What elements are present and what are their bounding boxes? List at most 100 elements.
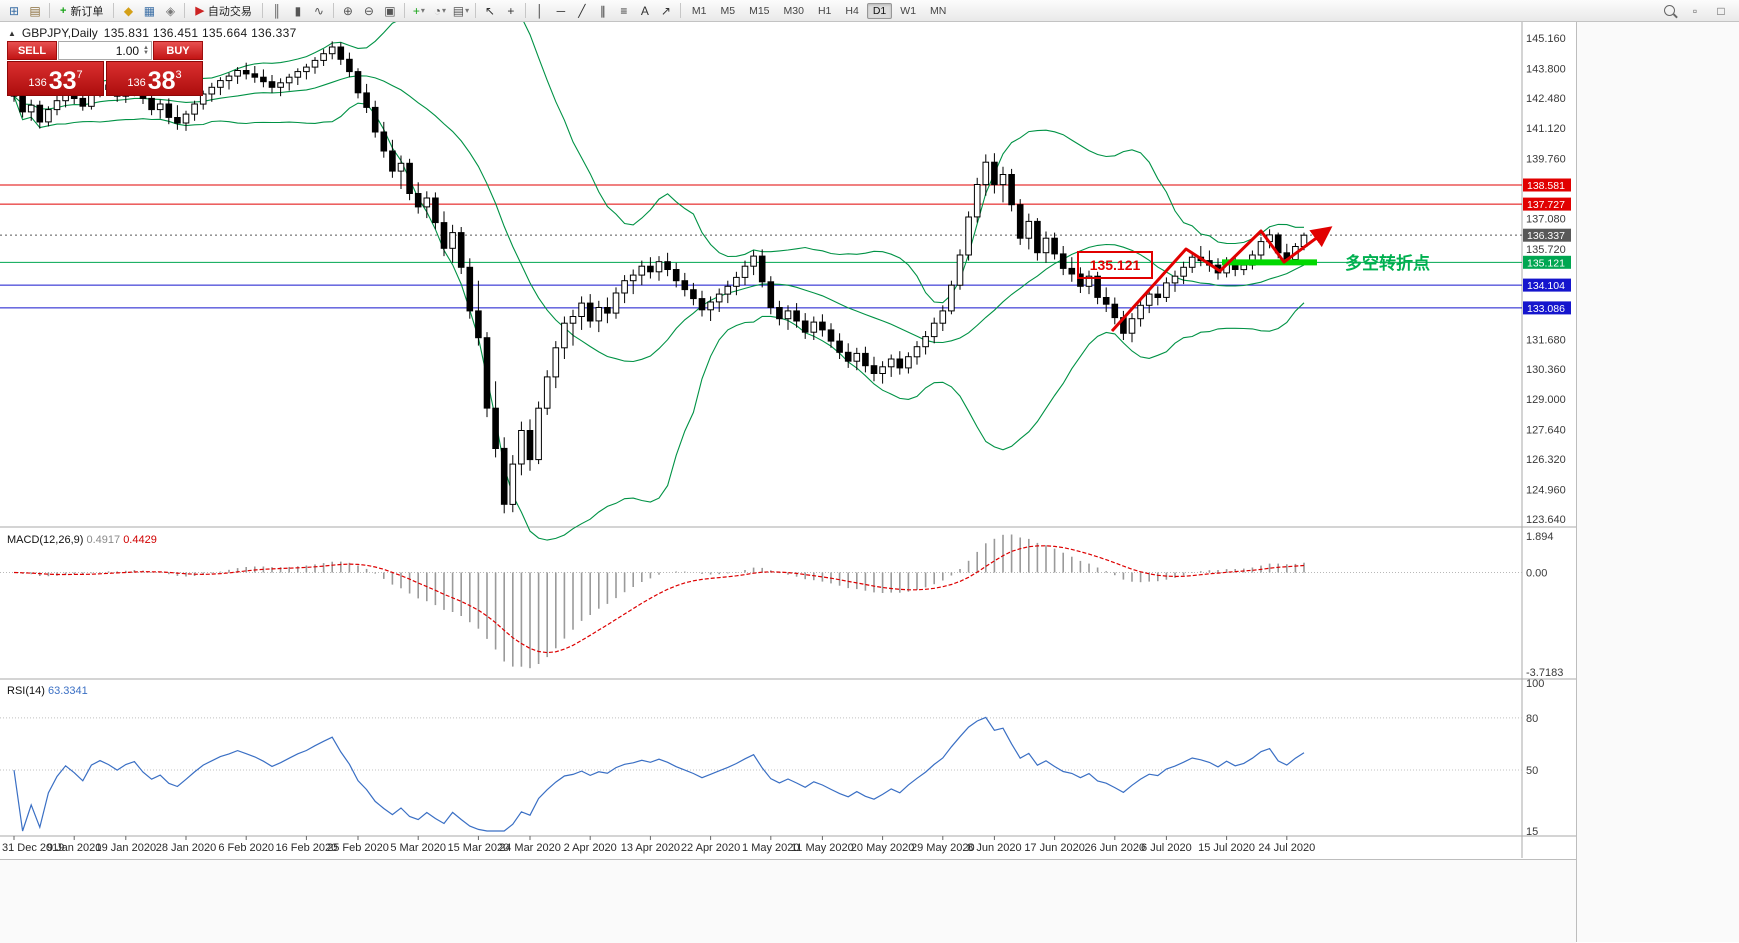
crosshair-icon[interactable]: +	[501, 2, 521, 20]
macd-pane: MACD(12,26,9) 0.4917 0.4429 1.894 0.00 -3.7…	[0, 531, 1563, 679]
timeframe-button-m30[interactable]: M30	[783, 4, 804, 17]
candle-body	[509, 463, 517, 505]
new-chart-icon[interactable]: ⊞	[4, 2, 24, 20]
candle-body	[337, 46, 345, 60]
one-click-trading-panel: SELL 1.00 ▲ ▼ BUY 136 33 7 136 38 3	[7, 41, 203, 96]
candle-body	[79, 97, 87, 107]
zoom-out-icon[interactable]: ⊖	[359, 2, 379, 20]
template-dropdown[interactable]: ▤ ▾	[451, 2, 471, 20]
buy-button[interactable]: BUY	[153, 41, 203, 60]
volume-stepper-icons[interactable]: ▲ ▼	[143, 44, 149, 56]
candle-body	[905, 356, 912, 369]
data-window-icon[interactable]: ▦	[139, 2, 159, 20]
buy-price-prefix: 136	[127, 77, 146, 89]
chart-candles-icon[interactable]: ▮	[288, 2, 308, 20]
template-dropdown: ▤	[452, 3, 465, 18]
cursor-icon: ↖	[484, 3, 495, 18]
text-label-icon[interactable]: A	[635, 2, 655, 20]
rsi-line	[13, 716, 1305, 832]
window-background-bottom	[0, 859, 1576, 943]
timeframe-button-m1[interactable]: M1	[691, 4, 707, 17]
candle-body	[363, 92, 370, 108]
period-dropdown[interactable]: ◔ ▾	[430, 2, 450, 20]
bollinger-lower-band	[13, 96, 1305, 541]
timeframe-button-h4[interactable]: H4	[845, 4, 859, 17]
chart-profiles-icon[interactable]: ▤	[25, 2, 45, 20]
chart-annotations: 135.121 多空转折点	[1077, 226, 1430, 333]
trend-zigzag-arrow[interactable]	[1110, 226, 1333, 333]
rsi-pane: RSI(14) 63.3341 100 80 50 15	[0, 678, 1544, 838]
price-callout-box[interactable]	[1077, 251, 1153, 279]
trendline-icon[interactable]: ╱	[572, 2, 592, 20]
candle-body	[354, 71, 362, 94]
candle-body	[681, 280, 689, 291]
candle-body	[371, 106, 379, 133]
date-axis-label: 15 Mar 2020	[448, 842, 510, 854]
macd-scale-label: 0.00	[1526, 568, 1547, 580]
candle-body	[595, 307, 603, 322]
candle-body	[1025, 220, 1033, 239]
tile-windows-icon[interactable]: ▣	[380, 2, 400, 20]
candle-body	[561, 322, 568, 349]
date-axis-label: 17 Jun 2020	[1024, 842, 1085, 854]
candle-body	[862, 352, 869, 367]
timeframe-button-d1[interactable]: D1	[866, 2, 893, 19]
price-axis-label: 145.160	[1526, 33, 1566, 45]
candle-body	[922, 336, 929, 348]
candle-body	[724, 285, 732, 295]
candle-body	[457, 232, 465, 268]
candle-body	[148, 97, 155, 111]
chart-bars-icon[interactable]: ║	[267, 2, 287, 20]
timeframe-button-m15[interactable]: M15	[749, 4, 770, 17]
candle-body	[939, 310, 947, 324]
candle-body	[948, 284, 955, 312]
price-axis-box-label: 135.121	[1527, 257, 1565, 269]
vertical-line-icon[interactable]: │	[530, 2, 550, 20]
arrow-object-icon[interactable]: ↗	[656, 2, 676, 20]
algo-trading-button-label: 自动交易	[207, 5, 252, 18]
navigator-icon[interactable]: ◈	[160, 2, 180, 20]
candle-body	[999, 174, 1007, 186]
candle-body	[380, 131, 388, 152]
candle-body	[1154, 293, 1162, 299]
window-icon-large[interactable]: □	[1717, 3, 1725, 18]
price-axis-label: 143.800	[1526, 63, 1566, 75]
candle-body	[664, 261, 671, 271]
volume-input[interactable]: 1.00 ▲ ▼	[58, 41, 152, 60]
zoom-in-icon[interactable]: ⊕	[338, 2, 358, 20]
chart-line-icon[interactable]: ∿	[309, 2, 329, 20]
window-icon-small[interactable]: ▫	[1692, 3, 1698, 18]
market-watch-icon[interactable]: ◆	[118, 2, 138, 20]
rsi-scale-label: 80	[1526, 713, 1538, 725]
candle-body	[535, 407, 542, 461]
horizontal-line-icon[interactable]: ─	[551, 2, 571, 20]
trendline-icon: ╱	[578, 3, 586, 18]
buy-price-display[interactable]: 136 38 3	[106, 61, 203, 96]
cursor-icon[interactable]: ↖	[480, 2, 500, 20]
sell-price-display[interactable]: 136 33 7	[7, 61, 104, 96]
add-indicator-dropdown: +	[412, 3, 420, 18]
one-click-toggle-icon[interactable]: ▲	[8, 28, 16, 38]
candle-body	[1163, 282, 1170, 298]
candle-body	[406, 162, 413, 195]
arrow-object-icon: ↗	[660, 3, 671, 18]
candle-body	[801, 320, 809, 333]
fibonacci-icon: ≡	[620, 3, 628, 18]
price-axis-label: 129.000	[1526, 394, 1566, 406]
add-indicator-dropdown[interactable]: + ▾	[409, 2, 429, 20]
algo-trading-button[interactable]: ▶ 自动交易	[189, 2, 257, 20]
fibonacci-icon[interactable]: ≡	[614, 2, 634, 20]
new-order-button[interactable]: + 新订单	[54, 2, 109, 20]
timeframe-button-mn[interactable]: MN	[930, 4, 947, 17]
sell-button[interactable]: SELL	[7, 41, 57, 60]
equidistant-channel-icon[interactable]: ∥	[593, 2, 613, 20]
candle-body	[174, 117, 181, 124]
timeframe-button-m5[interactable]: M5	[720, 4, 736, 17]
candle-body	[242, 70, 250, 75]
timeframe-button-w1[interactable]: W1	[900, 4, 917, 17]
period-dropdown: ◔	[433, 3, 442, 18]
timeframe-button-h1[interactable]: H1	[817, 4, 832, 17]
search-icon[interactable]	[1659, 2, 1679, 20]
